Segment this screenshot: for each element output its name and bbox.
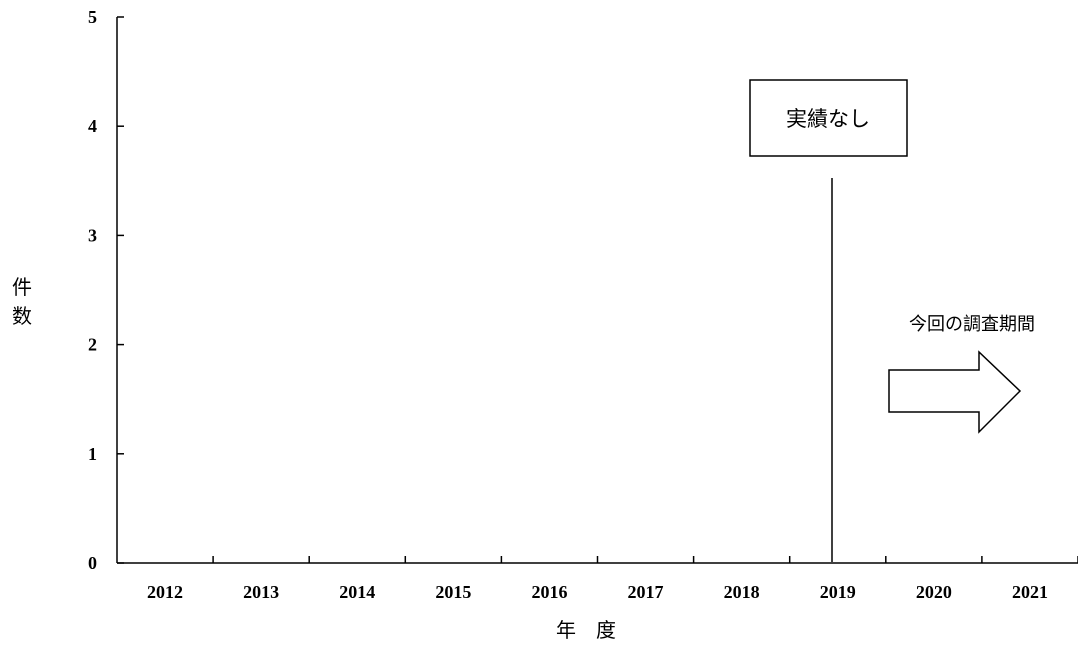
y-axis-title-line1: 件 xyxy=(12,275,32,299)
x-tick-label: 2018 xyxy=(724,582,760,602)
survey-period-annotation: 今回の調査期間 xyxy=(889,314,1035,432)
y-tick-label: 4 xyxy=(88,116,97,136)
x-tick-label: 2016 xyxy=(531,582,567,602)
y-tick-label: 5 xyxy=(88,7,97,27)
x-tick-label: 2013 xyxy=(243,582,279,602)
y-axis: 0 1 2 3 4 5 xyxy=(88,7,124,573)
survey-period-arrow-icon xyxy=(889,352,1020,432)
y-tick-label: 1 xyxy=(88,444,97,464)
x-axis: 2012 2013 2014 2015 2016 2017 2018 2019 2020 2021 xyxy=(117,556,1078,602)
x-tick-label: 2012 xyxy=(147,582,183,602)
y-tick-label: 0 xyxy=(88,553,97,573)
x-tick-label: 2019 xyxy=(820,582,856,602)
y-axis-title-line2: 数 xyxy=(12,304,32,328)
y-tick-label: 2 xyxy=(88,335,97,355)
x-tick-label: 2017 xyxy=(628,582,664,602)
x-axis-title: 年 度 xyxy=(556,618,616,642)
no-results-label: 実績なし xyxy=(786,107,870,131)
x-tick-label: 2021 xyxy=(1012,582,1048,602)
y-ticks: 0 1 2 3 4 5 xyxy=(88,7,124,573)
y-tick-label: 3 xyxy=(88,225,97,245)
x-tick-label: 2015 xyxy=(435,582,471,602)
x-tick-label: 2020 xyxy=(916,582,952,602)
no-results-annotation: 実績なし xyxy=(750,80,907,562)
survey-period-label: 今回の調査期間 xyxy=(909,314,1035,335)
x-tick-label: 2014 xyxy=(339,582,375,602)
